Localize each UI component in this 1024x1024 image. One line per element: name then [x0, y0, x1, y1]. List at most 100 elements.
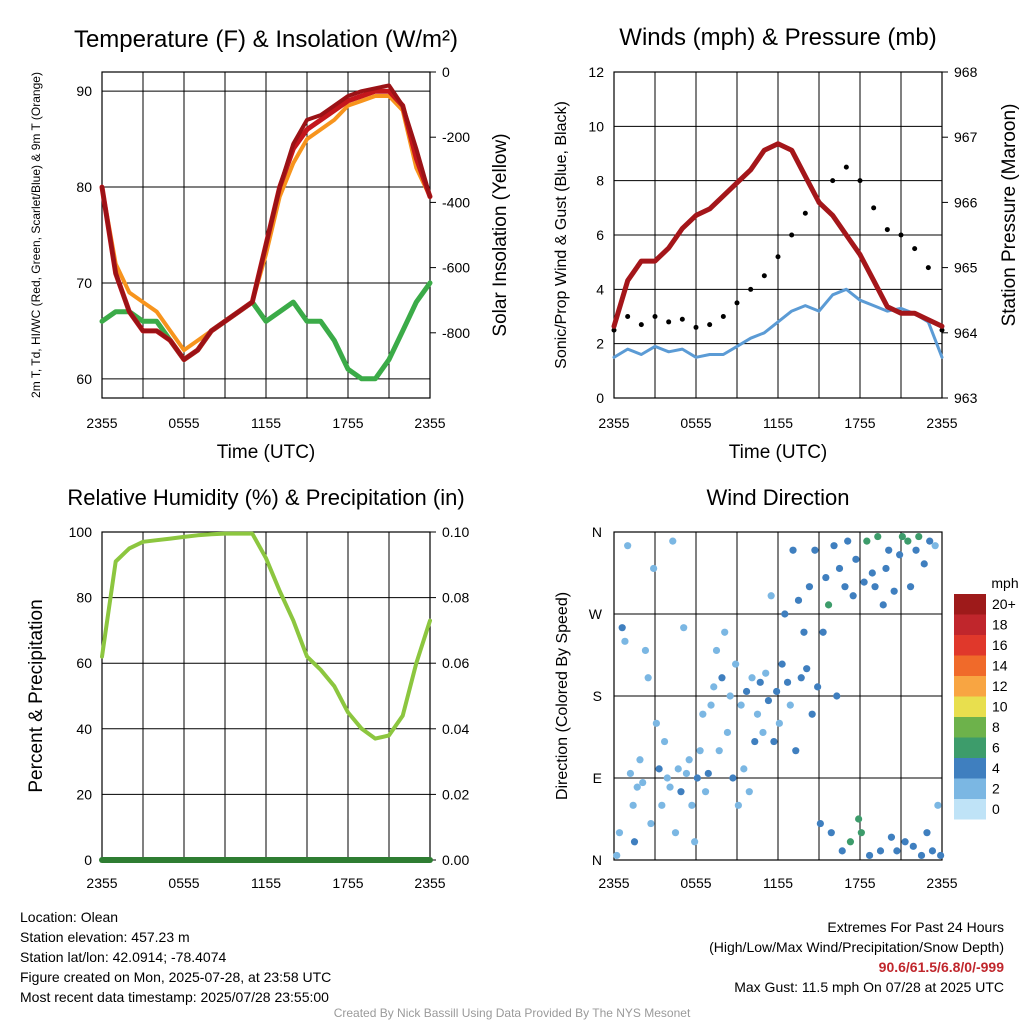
- direction-point: [855, 815, 863, 823]
- direction-point: [767, 592, 775, 600]
- direction-point: [792, 747, 800, 755]
- direction-point: [896, 551, 904, 559]
- direction-point: [898, 532, 906, 541]
- direction-point: [901, 838, 909, 846]
- y2-tick-label: 0.06: [442, 655, 469, 671]
- direction-point: [636, 756, 644, 764]
- direction-point: [762, 669, 770, 677]
- direction-point: [906, 583, 915, 591]
- direction-point: [860, 578, 868, 586]
- y-tick-label: 40: [76, 721, 92, 737]
- station-info: Location: Olean Station elevation: 457.2…: [20, 907, 331, 1007]
- credit-text: Created By Nick Bassill Using Data Provi…: [333, 1006, 691, 1020]
- x-tick-label: 2355: [414, 875, 445, 891]
- x-tick-label: 2355: [926, 415, 957, 431]
- chart-title: Winds (mph) & Pressure (mb): [619, 24, 936, 51]
- y-tick-label: S: [593, 688, 602, 704]
- y2-tick-label: 0.08: [442, 590, 469, 606]
- gust-point: [748, 286, 754, 292]
- direction-point: [800, 628, 808, 636]
- gust-point: [679, 316, 685, 322]
- y-tick-label: 80: [76, 179, 92, 195]
- y-axis-label: Percent & Precipitation: [26, 599, 47, 792]
- rh-line: [100, 531, 432, 741]
- direction-point: [677, 788, 685, 796]
- extremes-info: Extremes For Past 24 Hours (High/Low/Max…: [709, 917, 1004, 997]
- x-tick-label: 1155: [763, 415, 793, 431]
- direction-point: [816, 819, 824, 828]
- y2-tick-label: 968: [954, 64, 978, 80]
- direction-point: [893, 847, 901, 855]
- direction-point: [846, 838, 855, 846]
- direction-point: [890, 587, 898, 595]
- direction-point: [841, 583, 849, 591]
- y2-tick-label: -200: [442, 129, 470, 145]
- x-tick-label: 1755: [844, 875, 875, 891]
- y-tick-label: W: [589, 606, 603, 622]
- direction-point: [887, 833, 896, 841]
- direction-point: [753, 710, 762, 718]
- direction-point: [931, 542, 939, 550]
- direction-point: [748, 674, 756, 682]
- direction-point: [876, 847, 885, 855]
- direction-point: [699, 710, 707, 718]
- gust-point: [843, 164, 849, 170]
- y2-tick-label: 964: [954, 325, 978, 341]
- legend-swatch: [954, 655, 986, 676]
- direction-point: [663, 774, 671, 782]
- y-tick-label: 6: [596, 227, 604, 243]
- legend-label: 20+: [992, 596, 1016, 612]
- direction-point: [863, 537, 871, 545]
- x-tick-label: 2355: [598, 875, 629, 891]
- direction-point: [742, 687, 751, 696]
- direction-point: [710, 683, 718, 691]
- legend-label: 8: [992, 719, 1000, 735]
- extremes-title: Extremes For Past 24 Hours: [827, 919, 1004, 935]
- y-tick-label: 90: [76, 83, 92, 99]
- legend-swatch: [954, 696, 986, 717]
- y-tick-label: 0: [596, 390, 604, 406]
- direction-point: [871, 583, 879, 591]
- direction-point: [926, 537, 934, 545]
- direction-point: [693, 774, 701, 782]
- x-tick-label: 1155: [251, 415, 281, 431]
- direction-point: [885, 546, 893, 554]
- direction-point: [830, 542, 838, 550]
- direction-point: [882, 564, 890, 573]
- direction-point: [726, 692, 734, 700]
- y-tick-label: 0: [84, 852, 92, 868]
- direction-point: [797, 674, 805, 682]
- gust-point: [638, 322, 644, 328]
- x-tick-label: 2355: [926, 875, 957, 891]
- legend-swatch: [954, 614, 986, 635]
- y2-tick-label: 0.00: [442, 852, 469, 868]
- direction-point: [729, 774, 737, 782]
- direction-point: [789, 546, 797, 554]
- direction-point: [626, 769, 635, 778]
- x-tick-label: 2355: [86, 875, 117, 891]
- direction-point: [920, 560, 928, 568]
- gust-point: [666, 319, 672, 325]
- created-text: Figure created on Mon, 2025-07-28, at 23…: [20, 969, 332, 985]
- direction-point: [666, 783, 674, 791]
- x-tick-label: 0555: [168, 875, 199, 891]
- direction-point: [630, 838, 639, 846]
- gust-point: [830, 178, 836, 184]
- y2-tick-label: -600: [442, 260, 470, 276]
- temperature-panel: 60 70 80 90 0 -200 -400 -600 -800 2355 0555 1155 175…: [29, 26, 511, 463]
- gust-point: [857, 178, 863, 184]
- y-tick-label: 80: [76, 590, 92, 606]
- x-axis-label: Time (UTC): [729, 442, 828, 463]
- direction-point: [909, 842, 917, 850]
- direction-point: [624, 542, 632, 550]
- y2-tick-label: 0: [442, 64, 450, 80]
- extremes-values: 90.6/61.5/6.8/0/-999: [878, 959, 1004, 975]
- direction-point: [751, 737, 759, 746]
- direction-point: [849, 592, 857, 600]
- direction-point: [647, 819, 655, 828]
- direction-point: [660, 737, 669, 746]
- direction-point: [805, 583, 814, 591]
- direction-point: [928, 847, 937, 855]
- y2-axis-label: Solar Insolation (Yellow): [490, 133, 511, 336]
- direction-point: [838, 847, 846, 855]
